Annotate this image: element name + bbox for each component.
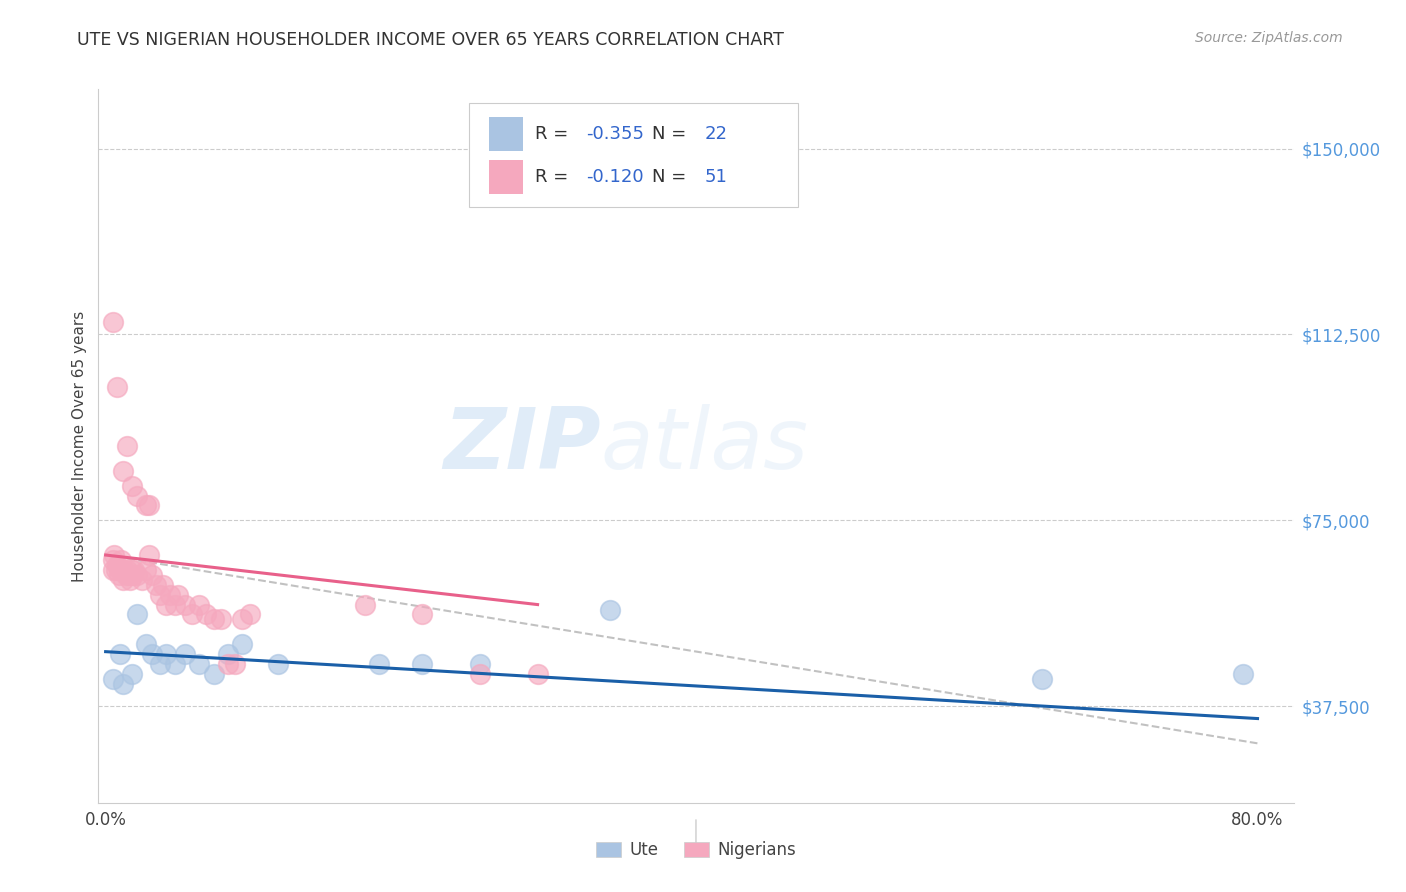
Point [231,637,253,651]
Point [202,612,225,626]
Point [181,607,204,622]
Point [155,598,177,612]
Point [188,598,211,612]
Point [135,563,157,577]
Text: UTE VS NIGERIAN HOUSEHOLDER INCOME OVER 65 YEARS CORRELATION CHART: UTE VS NIGERIAN HOUSEHOLDER INCOME OVER … [77,31,785,49]
Text: R =: R = [534,125,574,143]
Text: 22: 22 [704,125,727,143]
Point [411,607,433,622]
Point [124,563,146,577]
Point [141,647,163,661]
Point [195,607,218,622]
FancyBboxPatch shape [470,103,797,207]
Point [115,563,138,577]
Text: R =: R = [534,168,574,186]
Point [115,439,138,453]
Point [127,489,149,503]
Point [110,553,132,567]
Point [105,558,128,572]
Point [368,657,391,671]
Point [108,563,131,577]
Legend: Ute, Nigerians: Ute, Nigerians [589,835,803,866]
Text: N =: N = [652,125,692,143]
Point [159,588,181,602]
Point [173,598,195,612]
Point [202,667,225,681]
Point [152,578,174,592]
Point [217,657,239,671]
Point [127,567,149,582]
Point [599,602,621,616]
Point [135,637,157,651]
Point [145,578,167,592]
Point [118,567,141,582]
Point [111,573,134,587]
Point [149,657,172,671]
Text: Source: ZipAtlas.com: Source: ZipAtlas.com [1195,31,1343,45]
Point [108,647,131,661]
Point [468,667,491,681]
Point [141,567,163,582]
Point [1232,667,1254,681]
Point [121,478,143,492]
Point [138,548,160,562]
Point [101,563,124,577]
Point [127,607,149,622]
Text: -0.355: -0.355 [586,125,644,143]
Point [149,588,172,602]
Point [163,657,186,671]
Point [121,667,143,681]
Point [111,677,134,691]
Text: N =: N = [652,168,692,186]
FancyBboxPatch shape [489,160,523,194]
Point [1031,672,1053,686]
Point [217,647,239,661]
Point [224,657,246,671]
Point [188,657,211,671]
Point [138,499,160,513]
Point [239,607,262,622]
Text: -0.120: -0.120 [586,168,644,186]
FancyBboxPatch shape [489,117,523,152]
Point [166,588,188,602]
Point [526,667,548,681]
Point [101,553,124,567]
Y-axis label: Householder Income Over 65 years: Householder Income Over 65 years [72,310,87,582]
Point [107,567,129,582]
Text: atlas: atlas [600,404,808,488]
Point [101,315,124,329]
Point [267,657,290,671]
Point [114,567,136,582]
Point [231,612,253,626]
Point [468,657,491,671]
Text: ZIP: ZIP [443,404,600,488]
Point [135,499,157,513]
Point [131,573,153,587]
Text: 51: 51 [704,168,727,186]
Point [111,464,134,478]
Point [155,647,177,661]
Point [112,563,135,577]
Point [353,598,375,612]
Point [101,672,124,686]
Point [411,657,433,671]
Point [163,598,186,612]
Point [103,548,125,562]
Point [173,647,195,661]
Point [121,563,143,577]
Point [209,612,232,626]
Point [104,563,127,577]
Point [122,567,145,582]
Point [120,573,142,587]
Point [105,379,128,393]
